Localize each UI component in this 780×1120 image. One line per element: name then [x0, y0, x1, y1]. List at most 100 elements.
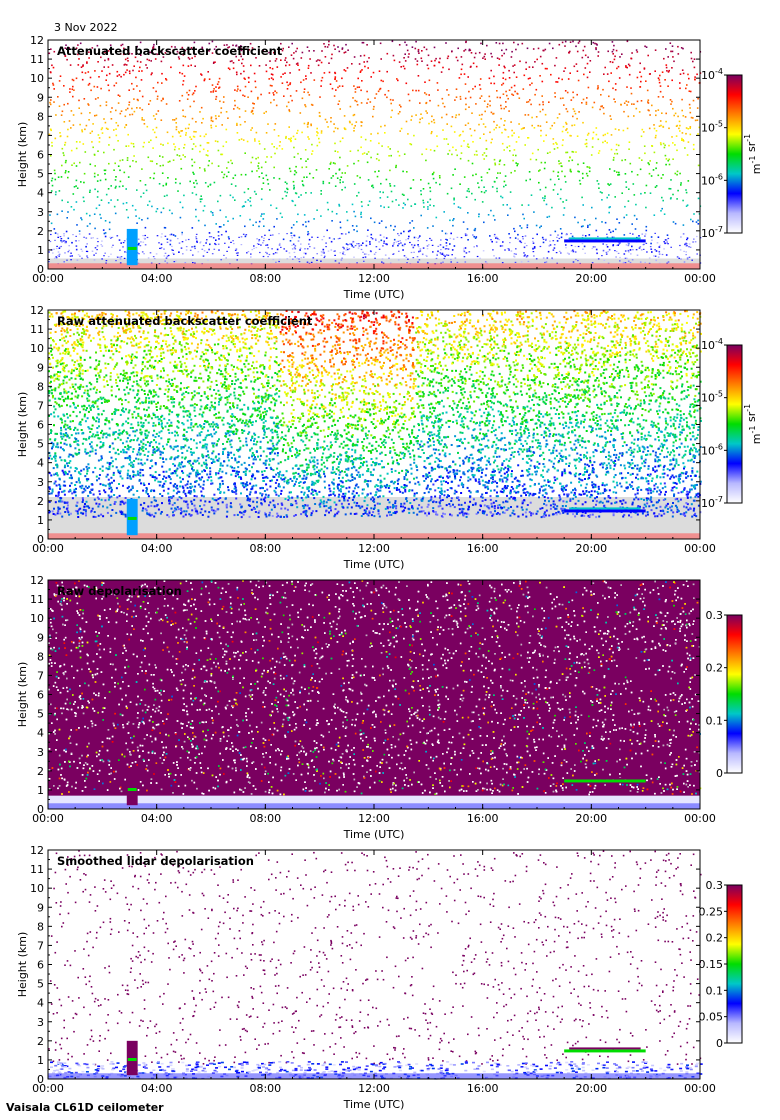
colorbar-tick-label: 0.1: [706, 714, 724, 727]
colorbar-tick-label: 0.15: [699, 958, 724, 971]
y-tick-label: 5: [37, 168, 44, 181]
x-tick-label: 04:00: [141, 272, 173, 285]
y-tick-label: 6: [37, 419, 44, 432]
y-tick-label: 2: [37, 495, 44, 508]
colorbar: [727, 885, 742, 1043]
y-tick-label: 7: [37, 669, 44, 682]
panel-title: Attenuated backscatter coefficient: [57, 44, 283, 58]
colorbar: [727, 615, 742, 773]
colorbar-tick-label: 0.1: [706, 984, 724, 997]
colorbar-tick-label: 0: [716, 1037, 723, 1050]
y-tick-label: 8: [37, 380, 44, 393]
y-tick-label: 3: [37, 1016, 44, 1029]
x-tick-label: 20:00: [575, 1082, 607, 1095]
x-tick-label: 16:00: [467, 812, 499, 825]
x-tick-label: 12:00: [358, 1082, 390, 1095]
y-tick-label: 1: [37, 514, 44, 527]
x-tick-label: 00:00: [684, 812, 716, 825]
depol-fill: [48, 580, 700, 809]
x-tick-label: 12:00: [358, 812, 390, 825]
y-tick-label: 7: [37, 399, 44, 412]
x-tick-label: 16:00: [467, 272, 499, 285]
x-axis-label: Time (UTC): [343, 1098, 405, 1111]
y-tick-label: 4: [37, 997, 44, 1010]
y-tick-label: 10: [30, 612, 44, 625]
y-tick-label: 11: [30, 323, 44, 336]
y-tick-label: 2: [37, 1035, 44, 1048]
colorbar-tick-label: 0.3: [706, 879, 724, 892]
colorbar-tick-label: 10-6: [701, 442, 723, 457]
colorbar: [727, 345, 742, 503]
y-axis-label: Height (km): [16, 932, 29, 998]
x-tick-label: 04:00: [141, 542, 173, 555]
cloud-layer: [564, 509, 646, 512]
y-axis-label: Height (km): [16, 392, 29, 458]
x-tick-label: 08:00: [249, 542, 281, 555]
x-tick-label: 00:00: [32, 272, 64, 285]
colorbar-tick-label: 0: [716, 767, 723, 780]
instrument-label: Vaisala CL61D ceilometer: [6, 1101, 164, 1114]
y-tick-label: 2: [37, 225, 44, 238]
x-tick-label: 08:00: [249, 1082, 281, 1095]
colorbar-tick-label: 10-5: [701, 390, 723, 405]
x-tick-label: 00:00: [684, 542, 716, 555]
y-tick-label: 12: [30, 574, 44, 587]
x-tick-label: 04:00: [141, 812, 173, 825]
cloud-layer: [564, 1049, 646, 1052]
x-tick-label: 20:00: [575, 542, 607, 555]
cloud-layer: [564, 239, 646, 242]
y-tick-label: 12: [30, 844, 44, 857]
y-tick-label: 8: [37, 650, 44, 663]
colorbar-tick-label: 0.2: [706, 932, 724, 945]
y-tick-label: 1: [37, 1054, 44, 1067]
y-tick-label: 11: [30, 53, 44, 66]
y-tick-label: 2: [37, 765, 44, 778]
colorbar-tick-label: 10-7: [701, 495, 723, 510]
panel-title: Smoothed lidar depolarisation: [57, 854, 254, 868]
colorbar-tick-label: 0.3: [706, 609, 724, 622]
y-tick-label: 5: [37, 978, 44, 991]
y-tick-label: 5: [37, 708, 44, 721]
y-tick-label: 11: [30, 863, 44, 876]
y-tick-label: 3: [37, 746, 44, 759]
y-tick-label: 9: [37, 91, 44, 104]
colorbar-tick-label: 0.05: [699, 1011, 724, 1024]
colorbar-tick-label: 10-4: [701, 67, 723, 82]
x-axis-label: Time (UTC): [343, 828, 405, 841]
x-tick-label: 08:00: [249, 812, 281, 825]
y-tick-label: 11: [30, 593, 44, 606]
x-tick-label: 00:00: [32, 812, 64, 825]
cloud-layer: [564, 779, 646, 782]
y-tick-label: 9: [37, 361, 44, 374]
x-tick-label: 20:00: [575, 272, 607, 285]
y-tick-label: 4: [37, 727, 44, 740]
y-tick-label: 1: [37, 784, 44, 797]
colorbar-unit: m-1 sr-1: [743, 404, 763, 444]
x-tick-label: 00:00: [684, 1082, 716, 1095]
y-tick-label: 7: [37, 939, 44, 952]
x-tick-label: 04:00: [141, 1082, 173, 1095]
y-tick-label: 8: [37, 110, 44, 123]
panel-title: Raw depolarisation: [57, 584, 182, 598]
x-axis-label: Time (UTC): [343, 558, 405, 571]
plot-area: [48, 850, 700, 1079]
y-tick-label: 10: [30, 882, 44, 895]
colorbar-tick-label: 10-7: [701, 225, 723, 240]
x-tick-label: 08:00: [249, 272, 281, 285]
y-axis-label: Height (km): [16, 122, 29, 188]
x-tick-label: 16:00: [467, 542, 499, 555]
x-tick-label: 12:00: [358, 272, 390, 285]
x-tick-label: 00:00: [684, 272, 716, 285]
y-axis-label: Height (km): [16, 662, 29, 728]
y-tick-label: 1: [37, 244, 44, 257]
x-tick-label: 00:00: [32, 542, 64, 555]
colorbar-tick-label: 0.25: [699, 905, 724, 918]
x-axis-label: Time (UTC): [343, 288, 405, 301]
y-tick-label: 3: [37, 206, 44, 219]
y-tick-label: 10: [30, 342, 44, 355]
